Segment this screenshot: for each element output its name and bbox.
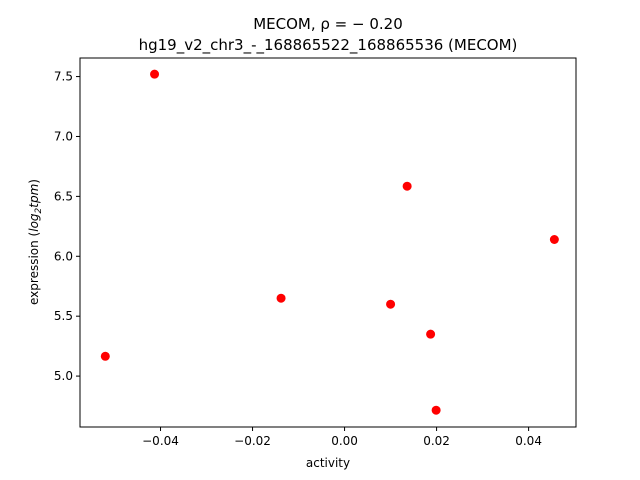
chart-title-line1: MECOM, ρ = − 0.20 (253, 15, 403, 33)
y-axis-label-suffix: ) (27, 179, 41, 184)
y-tick-label-3: 6.0 (54, 249, 73, 263)
x-tick-label-2: −0.02 (234, 434, 271, 448)
plot-frame (79, 57, 577, 428)
y-tick-label-1: 5.0 (54, 369, 73, 383)
y-axis-label-log: log (27, 213, 41, 232)
y-axis-label-tpm: tpm (27, 184, 41, 208)
data-point-1 (150, 69, 160, 79)
data-point-7 (431, 405, 441, 415)
data-point-3 (276, 293, 286, 303)
y-tick-label-5: 7.0 (54, 129, 73, 143)
data-point-8 (549, 235, 559, 244)
y-tick-label-2: 5.5 (54, 309, 73, 323)
x-tick-label-4: 0.02 (423, 434, 450, 448)
y-axis-label-sub: 2 (34, 207, 44, 213)
data-point-6 (426, 329, 436, 339)
data-point-2 (100, 351, 110, 361)
data-point-5 (402, 181, 412, 191)
y-axis-label-prefix: expression ( (27, 232, 41, 305)
x-tick-label-5: 0.04 (515, 434, 542, 448)
y-axis-label: expression (log2tpm) (27, 179, 44, 305)
data-point-4 (386, 299, 396, 309)
y-tick-label-6: 7.5 (54, 70, 73, 84)
x-tick-label-1: −0.04 (142, 434, 179, 448)
plot-area (100, 69, 559, 415)
y-tick-label-4: 6.5 (54, 189, 73, 203)
x-axis-label: activity (306, 456, 350, 470)
x-tick-label-3: 0.00 (331, 434, 358, 448)
x-axis: −0.04 −0.02 0.00 0.02 0.04 (142, 427, 542, 448)
y-axis: 5.0 5.5 6.0 6.5 7.0 7.5 (54, 70, 80, 383)
chart-title-line2: hg19_v2_chr3_-_168865522_168865536 (MECO… (139, 36, 518, 55)
